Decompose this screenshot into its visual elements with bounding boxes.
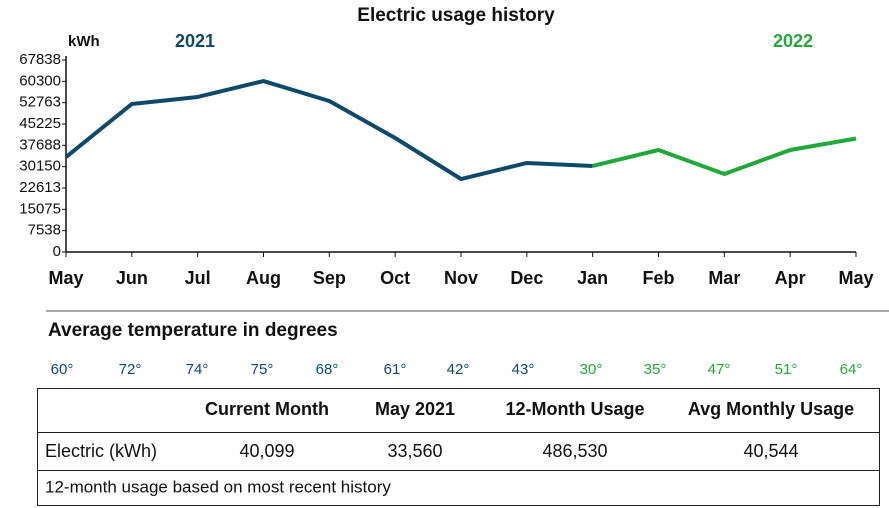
temperature: 60° bbox=[51, 361, 74, 378]
temperature: 74° bbox=[186, 361, 209, 378]
y-tick-label: 45225 bbox=[19, 115, 61, 132]
temperature: 51° bbox=[775, 361, 798, 378]
temperature: 30° bbox=[580, 361, 603, 378]
table-cell: Electric (kWh) bbox=[45, 441, 157, 461]
temperature: 72° bbox=[119, 361, 142, 378]
temperature: 64° bbox=[840, 361, 863, 378]
series-label: 2022 bbox=[773, 31, 813, 51]
table-cell: 40,099 bbox=[239, 441, 294, 461]
x-tick-label: Mar bbox=[708, 268, 740, 288]
table-frame bbox=[37, 388, 880, 506]
temperature: 42° bbox=[447, 361, 470, 378]
x-tick-label: Jun bbox=[116, 268, 148, 288]
x-tick-label: Jul bbox=[185, 268, 211, 288]
table-cell: 33,560 bbox=[387, 441, 442, 461]
column-header: May 2021 bbox=[375, 399, 455, 419]
y-tick-label: 30150 bbox=[19, 158, 61, 175]
x-tick-label: Nov bbox=[444, 268, 478, 288]
temperature: 75° bbox=[251, 361, 274, 378]
temperature: 68° bbox=[316, 361, 339, 378]
x-tick-label: May bbox=[838, 268, 873, 288]
chart-title: Electric usage history bbox=[357, 5, 555, 26]
x-tick-label: Oct bbox=[380, 268, 410, 288]
y-tick-label: 0 bbox=[53, 243, 61, 260]
y-tick-label: 15075 bbox=[19, 200, 61, 217]
y-tick-label: 7538 bbox=[28, 222, 61, 239]
temperature: 35° bbox=[644, 361, 667, 378]
y-axis-label: kWh bbox=[68, 33, 100, 50]
y-tick-label: 37688 bbox=[19, 136, 61, 153]
table-cell: 486,530 bbox=[542, 441, 607, 461]
temperature: 61° bbox=[384, 361, 407, 378]
temperature: 47° bbox=[708, 361, 731, 378]
x-tick-label: Feb bbox=[642, 268, 674, 288]
y-tick-label: 60300 bbox=[19, 72, 61, 89]
x-tick-label: Apr bbox=[775, 268, 806, 288]
section-title: Average temperature in degrees bbox=[48, 320, 338, 341]
series-label: 2021 bbox=[175, 31, 215, 51]
column-header: 12-Month Usage bbox=[505, 399, 644, 419]
x-tick-label: Jan bbox=[577, 268, 608, 288]
line-series bbox=[64, 79, 593, 182]
y-tick-label: 67838 bbox=[19, 51, 61, 68]
x-tick-label: Sep bbox=[313, 268, 346, 288]
temperature: 43° bbox=[512, 361, 535, 378]
table-cell: 40,544 bbox=[743, 441, 798, 461]
x-tick-label: Aug bbox=[246, 268, 281, 288]
y-tick-label: 22613 bbox=[19, 179, 61, 196]
line-series bbox=[592, 136, 857, 176]
x-tick-label: Dec bbox=[510, 268, 543, 288]
column-header: Avg Monthly Usage bbox=[688, 399, 854, 419]
y-tick-label: 52763 bbox=[19, 94, 61, 111]
column-header: Current Month bbox=[205, 399, 329, 419]
table-note: 12-month usage based on most recent hist… bbox=[45, 477, 391, 496]
x-tick-label: May bbox=[48, 268, 83, 288]
